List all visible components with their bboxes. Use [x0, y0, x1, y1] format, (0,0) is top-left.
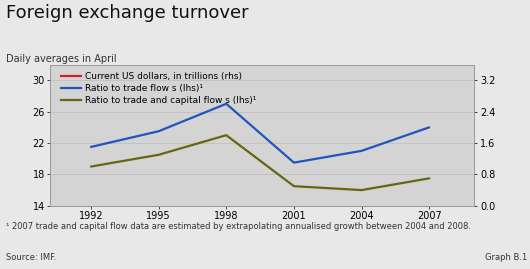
- Text: Foreign exchange turnover: Foreign exchange turnover: [6, 4, 249, 22]
- Text: ¹ 2007 trade and capital flow data are estimated by extrapolating annualised gro: ¹ 2007 trade and capital flow data are e…: [6, 222, 471, 231]
- Text: Source: IMF.: Source: IMF.: [6, 253, 57, 262]
- Legend: Current US dollars, in trillions (rhs), Ratio to trade flow s (lhs)¹, Ratio to t: Current US dollars, in trillions (rhs), …: [59, 70, 259, 107]
- Text: Graph B.1: Graph B.1: [485, 253, 527, 262]
- Text: Daily averages in April: Daily averages in April: [6, 54, 117, 64]
